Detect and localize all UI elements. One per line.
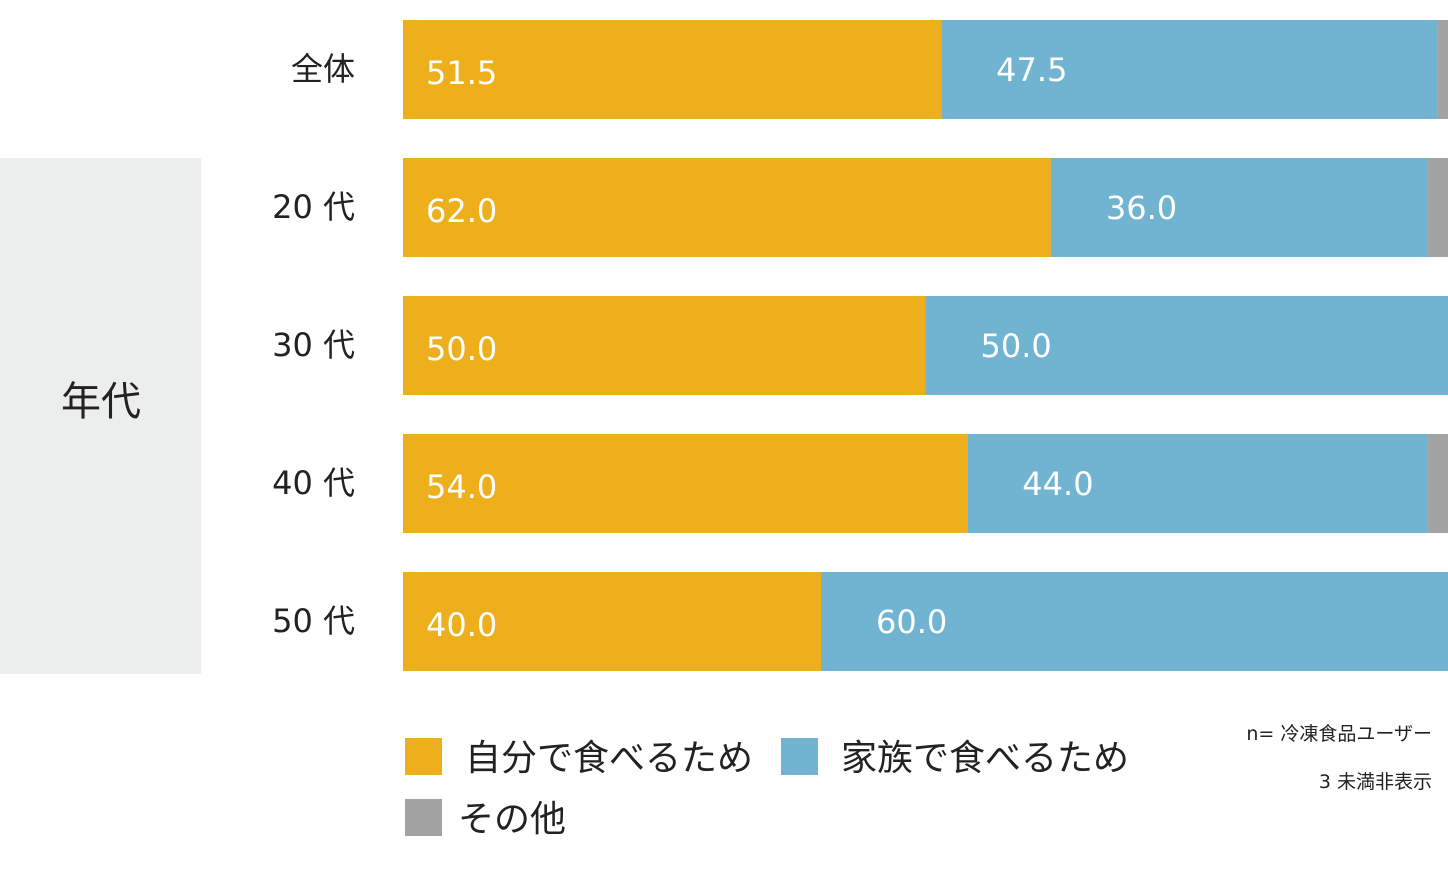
group-label: 年代 <box>61 379 141 425</box>
bar-segment <box>1427 158 1448 257</box>
bar-segment <box>403 158 1051 257</box>
data-label: 51.5 <box>426 54 497 92</box>
bar-segment <box>403 572 821 671</box>
legend-label: その他 <box>458 799 566 840</box>
legend-label: 家族で食べるため <box>841 738 1129 779</box>
sample-note: n= 冷凍食品ユーザー <box>1246 723 1432 745</box>
bar-segment <box>1427 434 1448 533</box>
bar-segment <box>403 434 968 533</box>
data-label: 54.0 <box>426 468 497 506</box>
category-label: 30 代 <box>272 326 355 364</box>
bar-segment <box>925 296 1448 395</box>
legend-label: 自分で食べるため <box>465 738 753 779</box>
data-label: 50.0 <box>981 327 1052 365</box>
data-label: 62.0 <box>426 192 497 230</box>
legend-swatch <box>405 738 442 775</box>
category-label: 全体 <box>291 50 355 88</box>
bar-segment <box>1437 20 1448 119</box>
bar-segment <box>403 20 942 119</box>
data-label: 44.0 <box>1022 465 1093 503</box>
bar-segment <box>941 20 1438 119</box>
bar-segment <box>967 434 1428 533</box>
data-label: 60.0 <box>876 603 947 641</box>
bar-segment <box>403 296 926 395</box>
group-band <box>0 158 201 674</box>
legend-swatch <box>781 738 818 775</box>
data-label: 36.0 <box>1106 189 1177 227</box>
legend-swatch <box>405 799 442 836</box>
bar-segment <box>821 572 1448 671</box>
category-label: 20 代 <box>272 188 355 226</box>
bar-segment <box>1050 158 1428 257</box>
data-label: 50.0 <box>426 330 497 368</box>
category-label: 50 代 <box>272 602 355 640</box>
threshold-note: 3 未満非表示 <box>1318 771 1432 793</box>
data-label: 47.5 <box>996 51 1067 89</box>
data-label: 40.0 <box>426 606 497 644</box>
category-label: 40 代 <box>272 464 355 502</box>
